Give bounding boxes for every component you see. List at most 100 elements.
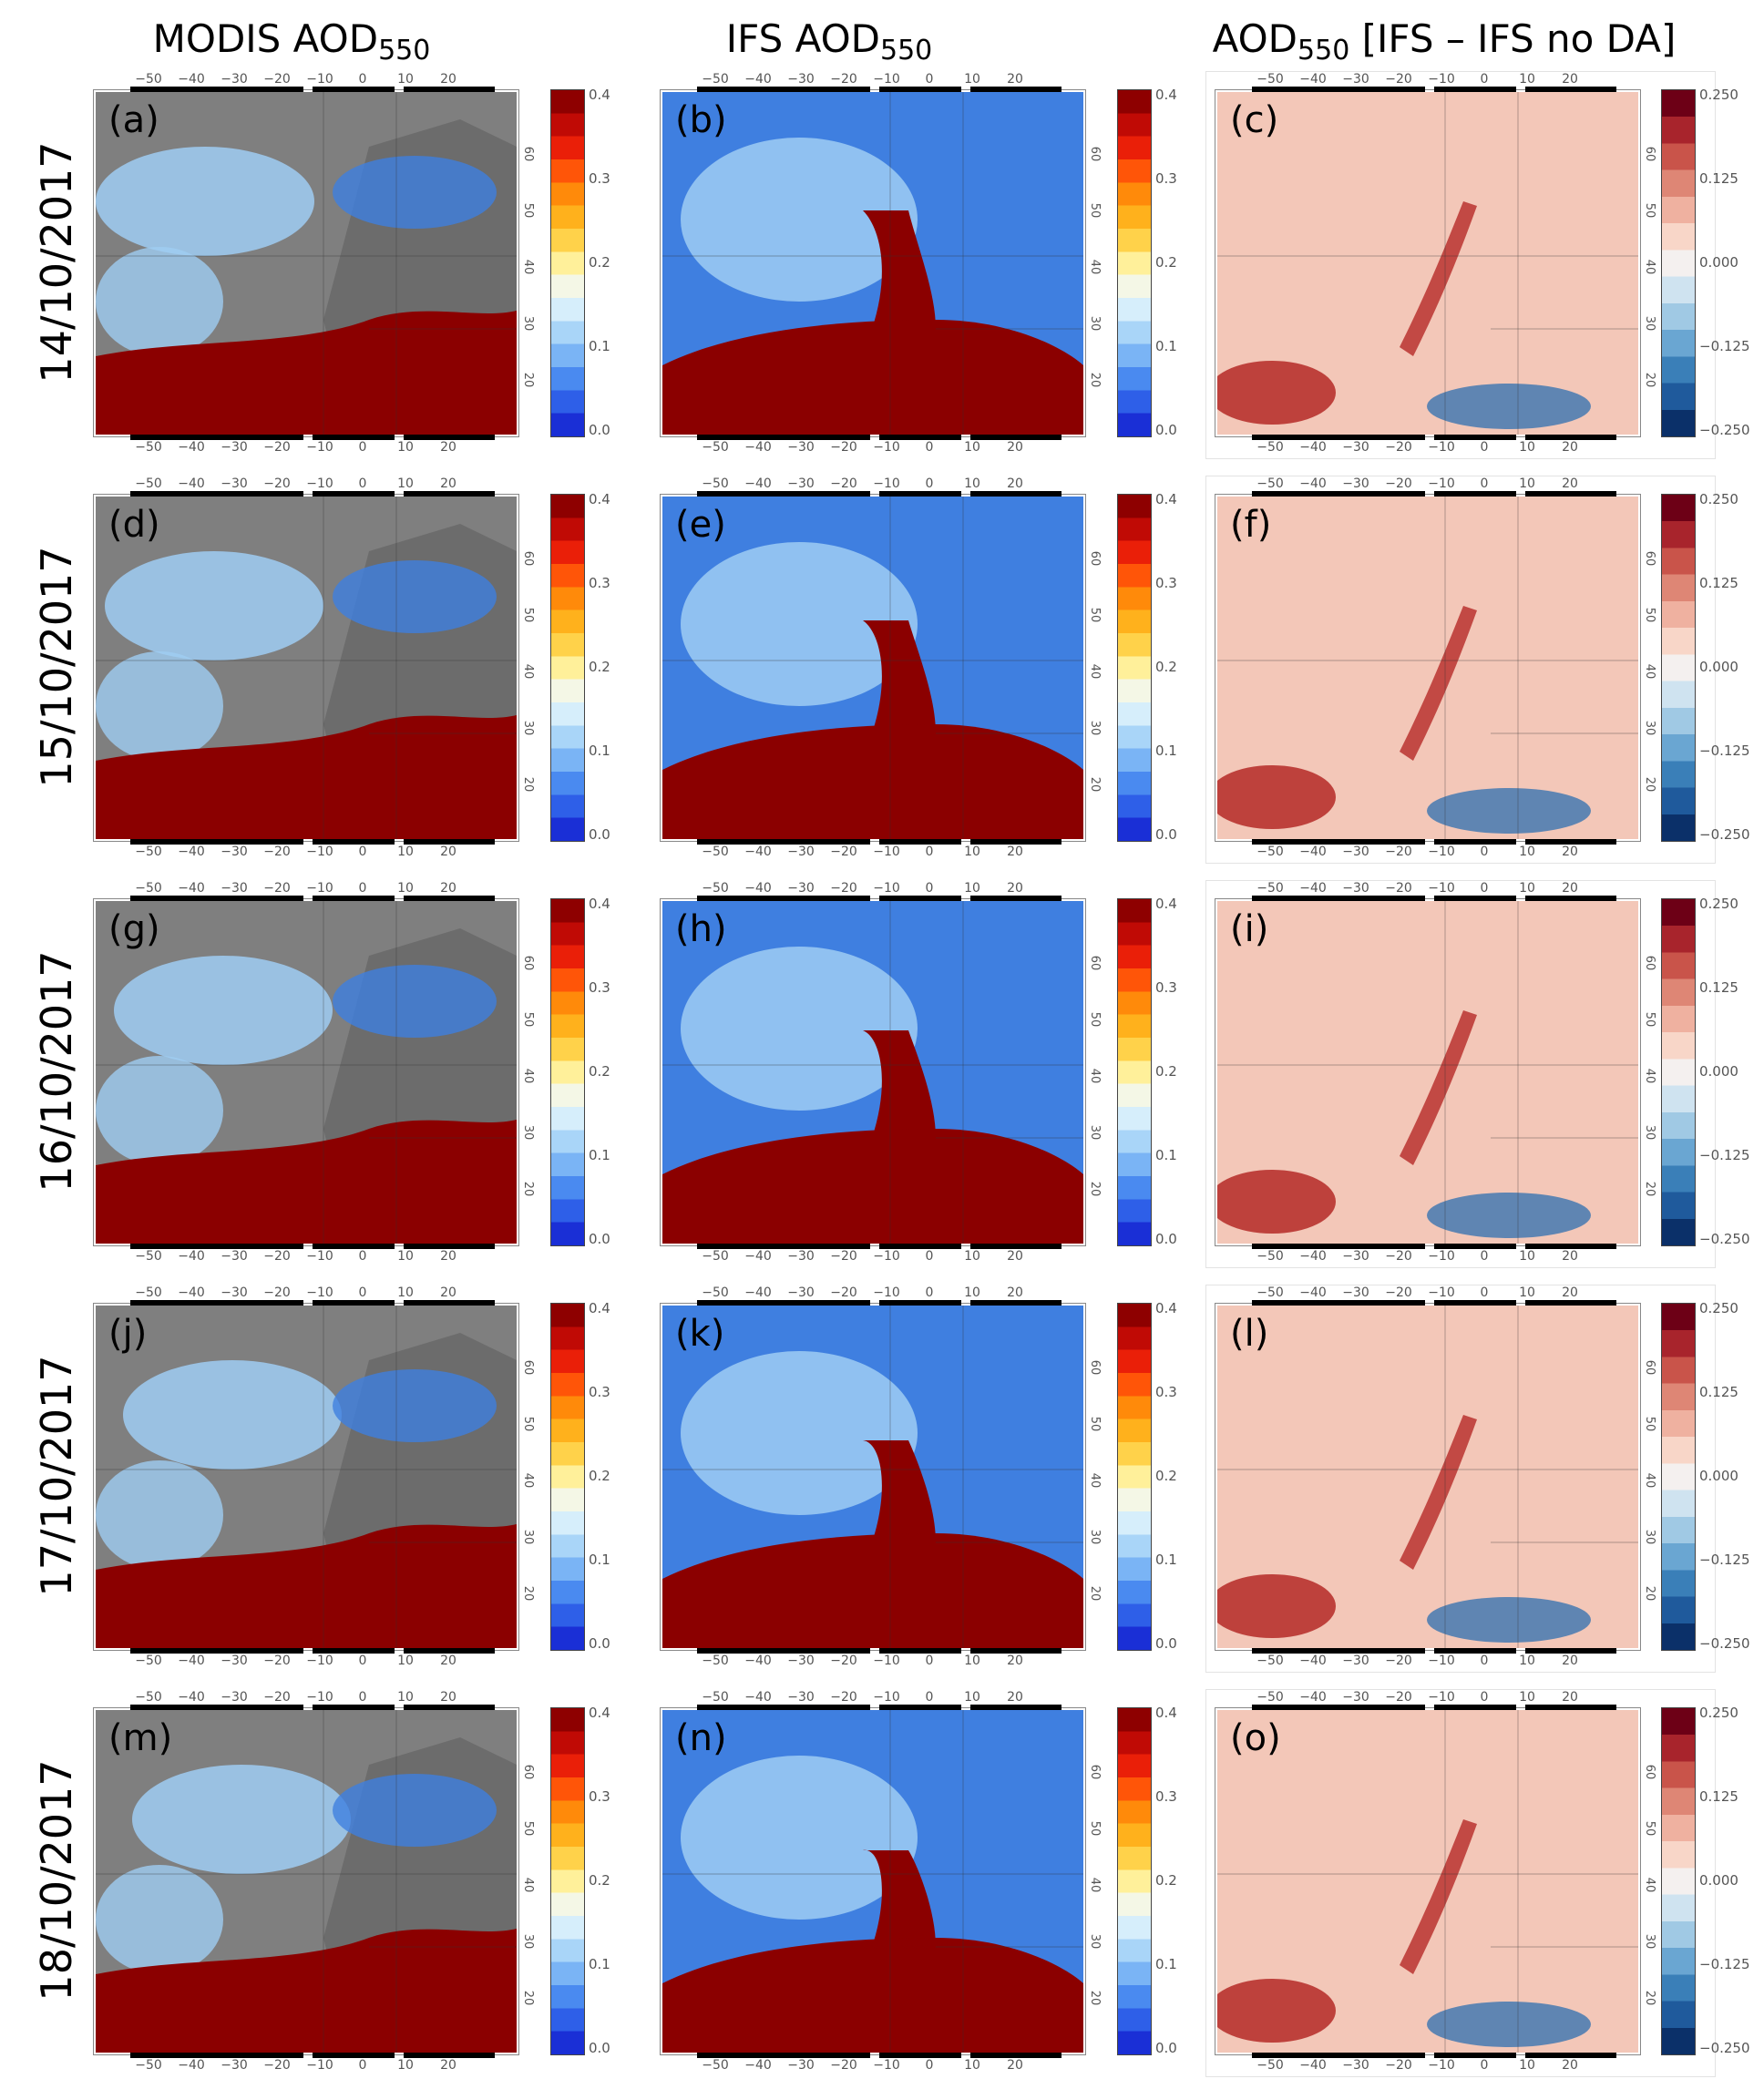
- axis-bar-bottom: [1343, 435, 1425, 440]
- lon-tick-label: −50: [1256, 2058, 1284, 2073]
- lon-tick-label: −20: [1385, 476, 1412, 491]
- colorbar-tick-label: 0.125: [1699, 575, 1738, 591]
- panel-letter: (l): [1230, 1313, 1269, 1355]
- lon-tick-label: −40: [178, 845, 205, 859]
- header-diff-text: AOD: [1212, 16, 1298, 61]
- lon-tick-label: −40: [1299, 845, 1327, 859]
- lon-tick-label: 20: [440, 1285, 456, 1300]
- lon-tick-label: −40: [744, 845, 772, 859]
- lon-tick-label: −20: [263, 1654, 291, 1668]
- lon-tick-label: 10: [397, 72, 414, 87]
- lon-tick-label: −20: [1385, 440, 1412, 455]
- lon-ticks-bottom: −50 −40 −30 −20 −10 0 10 20: [94, 845, 518, 861]
- lat-tick-label: 40: [1087, 259, 1102, 275]
- panel-letter: (o): [1230, 1717, 1281, 1759]
- lat-tick-label: 40: [1642, 1877, 1656, 1893]
- axis-bar-top: [1434, 491, 1516, 497]
- axis-bar-bottom: [1525, 2053, 1616, 2058]
- lon-tick-label: −30: [220, 1249, 248, 1264]
- lon-tick-label: −10: [306, 1690, 333, 1705]
- aod-colorbar: [550, 494, 585, 842]
- lon-tick-label: −20: [830, 440, 857, 455]
- lon-tick-label: −40: [178, 1249, 205, 1264]
- lon-tick-label: 20: [1007, 845, 1023, 859]
- lat-tick-label: 20: [1642, 1181, 1656, 1197]
- lon-tick-label: −50: [1256, 1654, 1284, 1668]
- colorbar-tick-label: −0.125: [1699, 338, 1750, 354]
- lon-ticks-top: −50 −40 −30 −20 −10 0 10 20: [661, 1690, 1085, 1706]
- panel-letter: (c): [1230, 99, 1279, 141]
- colorbar-tick-label: 0.4: [589, 1705, 610, 1721]
- lon-tick-label: 0: [358, 440, 367, 455]
- lon-tick-label: −20: [830, 845, 857, 859]
- axis-bar-bottom: [879, 1648, 961, 1654]
- row-date-label: 18/10/2017: [32, 1759, 81, 2002]
- lon-tick-label: −30: [787, 1654, 815, 1668]
- lon-tick-label: −30: [787, 881, 815, 896]
- lat-tick-label: 20: [1087, 1181, 1102, 1197]
- axis-bar-top: [1343, 491, 1425, 497]
- positive-difference-band: [1400, 1010, 1477, 1165]
- map-canvas: [662, 92, 1083, 435]
- lat-tick-label: 50: [1642, 202, 1656, 219]
- lon-tick-label: −40: [744, 1249, 772, 1264]
- lon-tick-label: 10: [1519, 1690, 1535, 1705]
- header-modis-sub: 550: [378, 35, 431, 67]
- axis-bar-bottom: [130, 435, 221, 440]
- axis-bar-top: [1252, 87, 1343, 92]
- panel-letter: (d): [108, 504, 160, 546]
- panel-letter: (i): [1230, 908, 1269, 950]
- lon-ticks-bottom: −50 −40 −30 −20 −10 0 10 20: [94, 1249, 518, 1265]
- colorbar-tick-label: 0.0: [589, 1635, 610, 1652]
- lon-tick-label: 20: [1562, 476, 1578, 491]
- lon-tick-label: 10: [1519, 476, 1535, 491]
- lat-tick-label: 50: [520, 607, 535, 623]
- aod-colorbar: [550, 898, 585, 1246]
- lon-tick-label: −40: [744, 1285, 772, 1300]
- aod-colorbar: [1117, 494, 1152, 842]
- lon-tick-label: −10: [306, 1285, 333, 1300]
- lon-tick-label: 10: [397, 1690, 414, 1705]
- map-canvas: [96, 1306, 517, 1648]
- axis-bar-top: [313, 896, 395, 901]
- axis-bar-bottom: [1252, 435, 1343, 440]
- lon-tick-label: 0: [925, 1285, 934, 1300]
- lat-tick-label: 60: [1642, 550, 1656, 567]
- aerosol-plume-atlantic: [96, 1056, 223, 1165]
- lon-tick-label: 20: [1562, 845, 1578, 859]
- map-canvas: [1217, 1306, 1638, 1648]
- lon-tick-label: −30: [787, 476, 815, 491]
- lon-ticks-bottom: −50 −40 −30 −20 −10 0 10 20: [661, 845, 1085, 861]
- aerosol-plume-atlantic: [96, 651, 223, 761]
- lon-tick-label: −30: [787, 1690, 815, 1705]
- lon-tick-label: −10: [1428, 1249, 1455, 1264]
- colorbar-tick-label: 0.3: [1155, 575, 1177, 591]
- lat-tick-label: 60: [520, 1359, 535, 1376]
- axis-bar-bottom: [970, 2053, 1061, 2058]
- lon-ticks-top: −50 −40 −30 −20 −10 0 10 20: [94, 881, 518, 897]
- lon-tick-label: 10: [964, 1285, 980, 1300]
- aerosol-plume-atlantic: [96, 1460, 223, 1570]
- axis-bar-bottom: [970, 435, 1061, 440]
- axis-bar-bottom: [404, 2053, 495, 2058]
- lon-tick-label: 10: [397, 476, 414, 491]
- row-date-label: 17/10/2017: [32, 1355, 81, 1597]
- positive-difference-patch: [1217, 1170, 1336, 1234]
- colorbar-tick-label: 0.3: [589, 170, 610, 187]
- lon-tick-label: −40: [178, 2058, 205, 2073]
- lon-tick-label: −50: [135, 1249, 162, 1264]
- axis-bar-top: [1525, 896, 1616, 901]
- positive-difference-band: [1400, 1415, 1477, 1570]
- lon-ticks-top: −50 −40 −30 −20 −10 0 10 20: [1215, 476, 1640, 493]
- lon-tick-label: 0: [358, 1285, 367, 1300]
- aod-colorbar: [1117, 898, 1152, 1246]
- colorbar-tick-label: 0.0: [1155, 2040, 1177, 2056]
- aerosol-plume-clear: [114, 956, 333, 1065]
- lat-tick-label: 40: [520, 663, 535, 680]
- lon-tick-label: −40: [744, 440, 772, 455]
- lon-tick-label: −40: [744, 1690, 772, 1705]
- lon-tick-label: 0: [358, 881, 367, 896]
- lat-tick-label: 50: [520, 1416, 535, 1432]
- axis-bar-bottom: [221, 435, 303, 440]
- lon-tick-label: 0: [1480, 1285, 1489, 1300]
